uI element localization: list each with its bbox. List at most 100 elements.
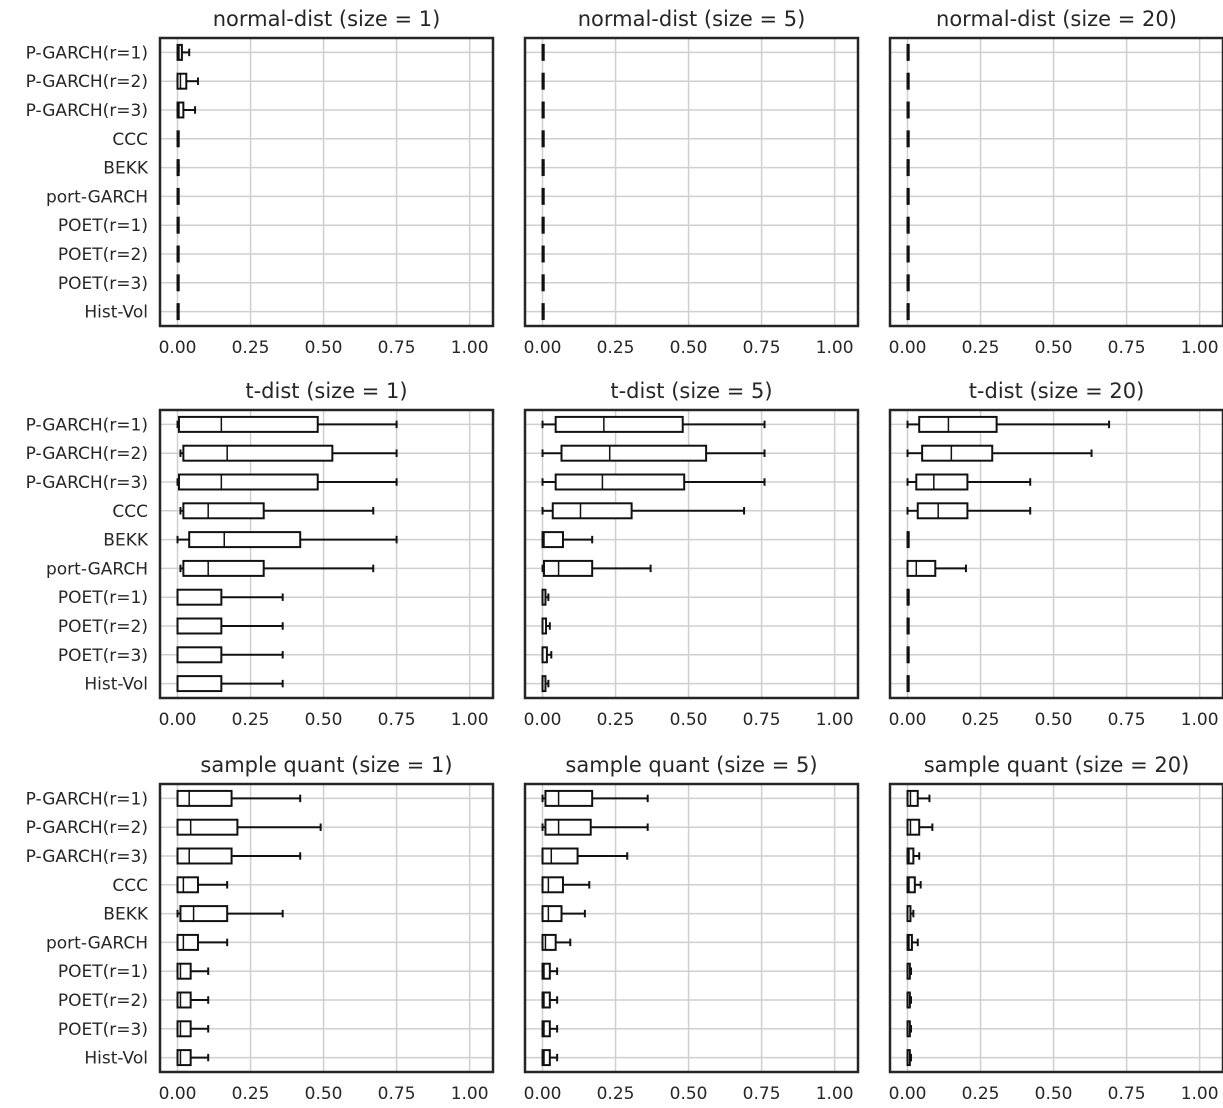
y-tick-label: POET(r=1): [58, 588, 148, 608]
box-body: [551, 502, 633, 520]
box-body: [182, 559, 265, 577]
y-tick-label: port-GARCH: [46, 559, 148, 579]
y-tick-label: P-GARCH(r=1): [26, 789, 148, 809]
subplot-title: normal-dist (size = 5): [578, 7, 806, 31]
box-8: [541, 991, 559, 1009]
box-10: [176, 303, 180, 321]
y-tick-label: POET(r=2): [58, 617, 148, 637]
axes-frame: [158, 782, 495, 1074]
y-tick-label: POET(r=1): [58, 216, 148, 236]
box-10: [176, 675, 284, 693]
box-4: [541, 130, 545, 148]
box-5: [906, 531, 910, 549]
y-tick-label: POET(r=3): [58, 1020, 148, 1040]
box-body: [906, 818, 921, 836]
x-tick-label: 0.50: [670, 338, 708, 358]
x-tick-label: 1.00: [451, 338, 489, 358]
y-tick-label: P-GARCH(r=3): [26, 101, 148, 121]
box-10: [176, 1049, 210, 1067]
x-tick-label: 0.75: [378, 710, 416, 730]
x-tick-label: 0.25: [597, 1084, 635, 1104]
x-tick-label: 0.50: [305, 338, 343, 358]
x-tick-label: 0.00: [889, 338, 927, 358]
x-tick-label: 0.75: [743, 338, 781, 358]
box-3: [541, 473, 766, 491]
box-6: [176, 187, 180, 205]
y-tick-label: CCC: [112, 130, 148, 150]
y-tick-label: P-GARCH(r=3): [26, 847, 148, 867]
box-4: [906, 130, 910, 148]
box-body: [176, 962, 192, 980]
box-3: [906, 847, 921, 865]
x-tick-label: 1.00: [816, 338, 854, 358]
box-8: [176, 617, 284, 635]
box-4: [906, 876, 922, 894]
box-6: [179, 559, 375, 577]
box-10: [541, 303, 545, 321]
box-body: [176, 617, 223, 635]
box-8: [541, 245, 545, 263]
box-body: [541, 905, 563, 923]
box-7: [176, 588, 284, 606]
box-body: [541, 1049, 551, 1067]
box-6: [906, 933, 919, 951]
box-body: [554, 415, 684, 433]
x-tick-label: 0.50: [670, 710, 708, 730]
x-tick-label: 0.25: [962, 1084, 1000, 1104]
x-tick-label: 0.75: [378, 338, 416, 358]
box-body: [176, 1020, 192, 1038]
x-tick-label: 0.25: [232, 710, 270, 730]
box-2: [176, 72, 199, 90]
y-tick-label: port-GARCH: [46, 933, 148, 953]
box-10: [906, 675, 910, 693]
box-8: [541, 617, 551, 635]
axes-frame: [523, 408, 860, 700]
box-body: [544, 789, 594, 807]
box-body: [177, 473, 319, 491]
box-6: [906, 187, 910, 205]
box-9: [906, 646, 910, 664]
x-tick-label: 0.00: [524, 1084, 562, 1104]
box-2: [179, 444, 398, 462]
box-2: [906, 72, 910, 90]
box-9: [906, 274, 910, 292]
x-tick-label: 1.00: [1181, 710, 1219, 730]
box-9: [176, 1020, 210, 1038]
axes-frame: [888, 782, 1223, 1074]
x-tick-label: 0.00: [889, 710, 927, 730]
box-body: [176, 991, 192, 1009]
x-tick-label: 0.75: [378, 1084, 416, 1104]
x-tick-label: 1.00: [1181, 338, 1219, 358]
box-body: [554, 473, 686, 491]
box-body: [176, 101, 185, 119]
x-tick-label: 0.75: [743, 1084, 781, 1104]
box-body: [906, 876, 916, 894]
box-5: [176, 905, 284, 923]
box-1: [541, 43, 545, 61]
subplot-2: 0.00 0.25 0.50 0.75 1.00 normal-dist (size = …: [524, 7, 860, 358]
y-tick-label: CCC: [112, 876, 148, 896]
box-body: [176, 933, 199, 951]
box-10: [906, 1049, 913, 1067]
subplot-title: sample quant (size = 5): [565, 753, 817, 777]
x-tick-label: 0.25: [597, 338, 635, 358]
subplot-8: 0.00 0.25 0.50 0.75 1.00 sample quant (size =…: [524, 753, 860, 1104]
subplot-title: sample quant (size = 20): [924, 753, 1190, 777]
y-tick-label: Hist-Vol: [84, 303, 148, 323]
box-body: [176, 876, 199, 894]
y-tick-label: P-GARCH(r=2): [26, 444, 148, 464]
box-1: [541, 415, 766, 433]
box-2: [541, 818, 649, 836]
box-2: [541, 444, 766, 462]
box-7: [541, 962, 559, 980]
box-8: [176, 991, 210, 1009]
box-5: [906, 159, 910, 177]
box-6: [541, 933, 572, 951]
subplot-4: 0.00 0.25 0.50 0.75 1.00 P-GARCH(r=1) P-GARCH(…: [26, 379, 495, 730]
box-body: [906, 847, 915, 865]
subplot-title: normal-dist (size = 1): [213, 7, 441, 31]
y-tick-label: POET(r=3): [58, 274, 148, 294]
x-tick-label: 0.00: [889, 1084, 927, 1104]
box-7: [906, 962, 913, 980]
y-tick-label: POET(r=3): [58, 646, 148, 666]
